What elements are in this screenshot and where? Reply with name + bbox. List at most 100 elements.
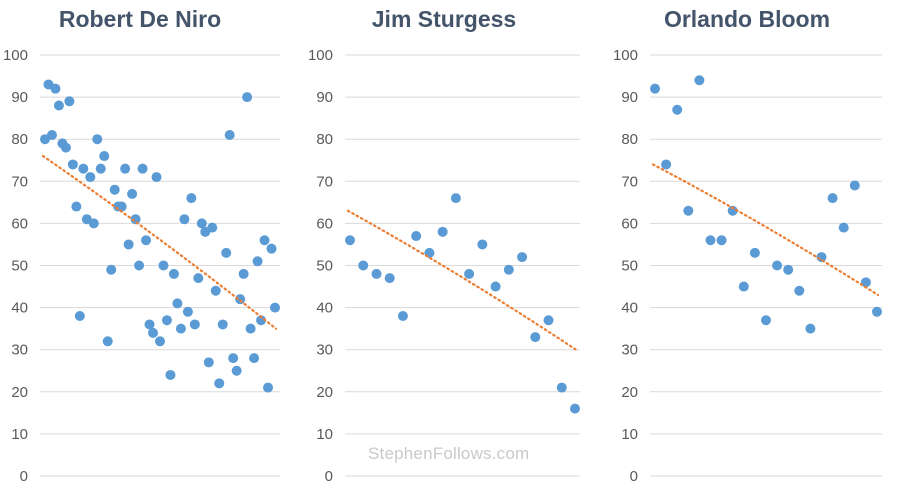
y-tick-label: 70 xyxy=(621,173,638,190)
chart-title: Orlando Bloom xyxy=(664,6,830,32)
data-point xyxy=(672,104,683,115)
data-point xyxy=(556,382,567,393)
data-point xyxy=(661,159,672,170)
y-tick-label: 60 xyxy=(316,215,333,232)
data-point xyxy=(141,235,152,246)
data-point xyxy=(384,273,395,284)
data-point xyxy=(203,357,214,368)
data-point xyxy=(805,323,816,334)
y-tick-label: 20 xyxy=(11,384,28,401)
data-point xyxy=(92,134,103,145)
data-point xyxy=(570,403,580,414)
data-point xyxy=(74,311,85,322)
data-point xyxy=(266,243,277,254)
data-point xyxy=(530,332,541,343)
data-point xyxy=(95,163,106,174)
data-point xyxy=(464,268,475,279)
data-point xyxy=(860,277,871,288)
y-tick-label: 50 xyxy=(621,258,638,275)
trendline xyxy=(41,154,278,330)
data-point xyxy=(411,231,422,242)
y-tick-label: 100 xyxy=(613,47,638,64)
y-tick-label: 60 xyxy=(621,215,638,232)
data-point xyxy=(450,193,461,204)
chart-panel-2: Jim Sturgess 0 10 20 30 40 50 60 70 80 90 100 xyxy=(308,6,580,485)
data-point xyxy=(210,285,221,296)
data-point xyxy=(397,311,408,322)
y-tick-label: 50 xyxy=(11,258,28,275)
data-point xyxy=(102,336,113,347)
y-tick-label: 20 xyxy=(316,384,333,401)
data-point xyxy=(64,96,75,107)
data-point xyxy=(221,247,232,258)
y-tick-label: 10 xyxy=(316,426,333,443)
data-point xyxy=(207,222,218,233)
y-tick-label: 90 xyxy=(316,89,333,106)
y-tick-label: 50 xyxy=(316,258,333,275)
data-point xyxy=(371,268,382,279)
data-point xyxy=(151,172,162,183)
data-point xyxy=(144,319,155,330)
data-point xyxy=(189,319,200,330)
y-tick-label: 0 xyxy=(20,468,28,485)
y-tick-label: 80 xyxy=(316,131,333,148)
data-point xyxy=(158,260,169,271)
data-point xyxy=(60,142,71,153)
chart-title: Robert De Niro xyxy=(59,6,221,32)
y-tick-label: 40 xyxy=(621,300,638,317)
data-point xyxy=(503,264,514,275)
y-tick-label: 30 xyxy=(316,342,333,359)
data-point xyxy=(99,151,110,162)
y-tick-label: 30 xyxy=(621,342,638,359)
data-point xyxy=(259,235,270,246)
trendline xyxy=(346,209,578,351)
data-point xyxy=(172,298,183,309)
data-point xyxy=(134,260,145,271)
data-point xyxy=(242,92,253,103)
y-tick-label: 40 xyxy=(11,300,28,317)
data-point xyxy=(783,264,794,275)
data-point xyxy=(772,260,783,271)
data-point xyxy=(106,264,117,275)
data-point xyxy=(161,315,172,326)
data-point xyxy=(67,159,78,170)
y-tick-label: 30 xyxy=(11,342,28,359)
data-point xyxy=(738,281,749,292)
chart-panel-3: Orlando Bloom 0 10 20 30 40 50 60 70 80 90 100 xyxy=(613,6,882,485)
data-point xyxy=(193,273,204,284)
data-point xyxy=(849,180,860,191)
data-point xyxy=(437,226,448,237)
data-point xyxy=(224,129,235,140)
data-point xyxy=(761,315,771,326)
data-point xyxy=(345,235,355,246)
y-tick-label: 80 xyxy=(11,131,28,148)
data-point xyxy=(543,315,554,326)
data-point xyxy=(749,247,760,258)
data-point xyxy=(165,369,176,380)
data-point xyxy=(517,252,528,263)
data-point xyxy=(196,218,207,229)
y-tick-label: 0 xyxy=(630,468,638,485)
y-tick-label: 70 xyxy=(316,173,333,190)
data-point xyxy=(137,163,148,174)
data-point xyxy=(794,285,805,296)
y-tick-label: 10 xyxy=(11,426,28,443)
y-tick-label: 90 xyxy=(11,89,28,106)
data-point xyxy=(130,214,141,225)
data-point xyxy=(249,353,260,364)
data-point xyxy=(186,193,197,204)
y-tick-label: 10 xyxy=(621,426,638,443)
y-tick-label: 80 xyxy=(621,131,638,148)
chart-panel-1: Robert De Niro 0 10 20 30 40 50 60 70 80 90 100 xyxy=(3,6,280,485)
data-point xyxy=(116,201,127,212)
data-point xyxy=(477,239,488,250)
data-point xyxy=(168,268,179,279)
y-tick-label: 20 xyxy=(621,384,638,401)
data-point xyxy=(228,353,239,364)
y-tick-label: 0 xyxy=(325,468,333,485)
data-point xyxy=(727,205,738,216)
data-point xyxy=(71,201,82,212)
data-point xyxy=(238,268,249,279)
data-point xyxy=(182,306,193,317)
data-point xyxy=(263,382,274,393)
